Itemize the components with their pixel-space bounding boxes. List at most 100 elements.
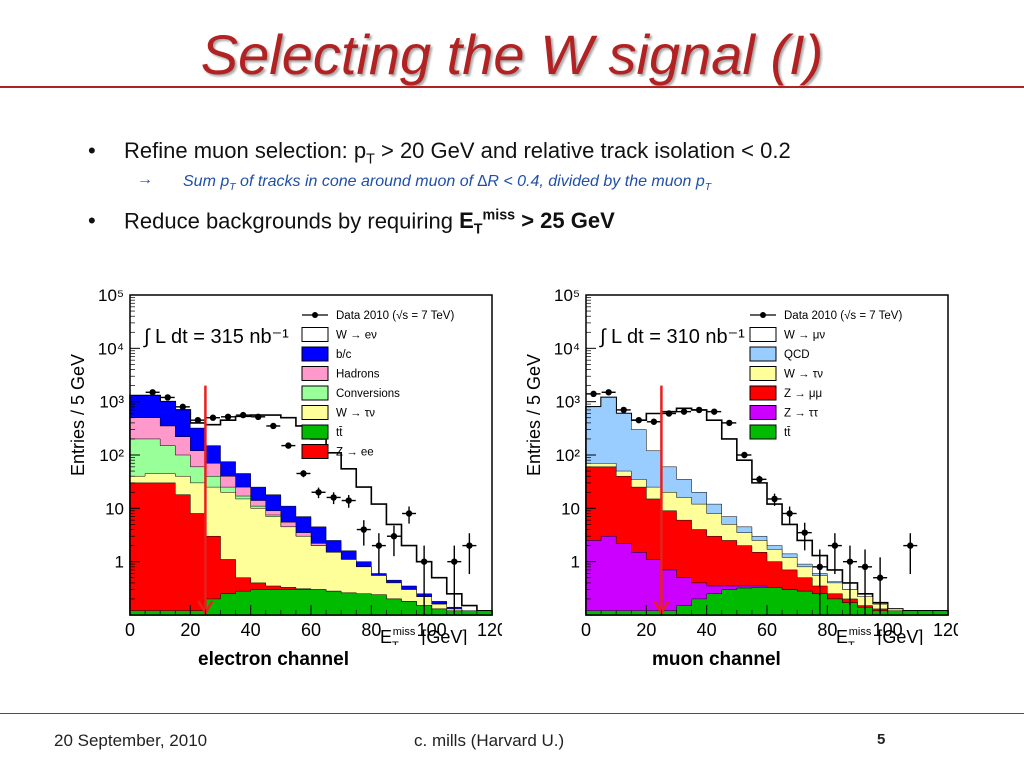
- y-tick-label: 10: [561, 499, 580, 518]
- data-point: [375, 542, 383, 549]
- data-point: [285, 442, 292, 449]
- data-point: [255, 413, 262, 421]
- muon-channel-plot: 1 10 10² 10³ 10⁴ 10⁵ 0 20 40 60 80 100 120 Entries / …: [518, 285, 958, 645]
- data-point: [801, 529, 808, 536]
- data-point: [179, 403, 186, 411]
- y-tick-label: 10²: [555, 446, 580, 465]
- electron-channel-plot: 1 10 10² 10³ 10⁴ 10⁵ 0 20 40 60 80 100 120 Entries / …: [62, 285, 502, 645]
- data-point: [695, 406, 703, 414]
- y-axis-label: Entries / 5 GeV: [68, 354, 88, 476]
- y-tick-label: 1: [571, 553, 580, 572]
- luminosity-label: ∫ L dt = 315 nb⁻¹: [143, 326, 289, 348]
- x-tick-label: 100: [417, 620, 447, 640]
- caption-muon-channel: muon channel: [652, 649, 781, 670]
- stack-layer: [585, 587, 949, 616]
- y-tick-label: 10²: [99, 446, 124, 465]
- legend-swatch: [749, 385, 777, 401]
- legend-swatch: [749, 346, 777, 362]
- x-tick-label: 40: [697, 620, 717, 640]
- data-point: [876, 574, 884, 581]
- legend-label: W → eν: [336, 330, 377, 342]
- page-number: 5: [877, 731, 886, 748]
- x-tick-label: 60: [301, 620, 321, 640]
- data-point: [224, 413, 232, 421]
- title-divider: [0, 86, 1024, 88]
- x-tick-label: 60: [757, 620, 777, 640]
- legend-label: W → μν: [784, 330, 825, 342]
- legend-swatch: [301, 405, 329, 420]
- data-point: [345, 497, 352, 504]
- legend-swatch: [301, 385, 329, 401]
- legend-label: tt̄: [784, 427, 791, 439]
- data-point: [405, 510, 413, 517]
- legend-label: Conversions: [336, 388, 400, 400]
- data-point: [451, 558, 458, 565]
- data-point: [209, 414, 217, 421]
- x-tick-label: 120: [477, 620, 502, 640]
- legend-swatch: [301, 444, 329, 459]
- x-tick-label: 100: [873, 620, 903, 640]
- data-point: [300, 470, 307, 477]
- bullet-reduce-backgrounds: • Reduce backgrounds by requiring ETmiss …: [88, 208, 615, 238]
- x-tick-label: 120: [933, 620, 958, 640]
- legend-label: Z → ee: [336, 447, 374, 459]
- bullet-dot: •: [88, 208, 96, 233]
- footer-divider: [0, 713, 1024, 714]
- legend-data-marker: [312, 312, 318, 318]
- x-tick-label: 0: [581, 620, 591, 640]
- data-point: [831, 542, 839, 549]
- x-tick-label: 0: [125, 620, 135, 640]
- x-tick-label: 80: [817, 620, 837, 640]
- data-point: [270, 422, 277, 430]
- x-tick-label: 40: [241, 620, 261, 640]
- legend-swatch: [301, 424, 329, 440]
- y-tick-label: 1: [115, 553, 124, 572]
- data-point: [330, 494, 337, 501]
- x-tick-label: 80: [361, 620, 381, 640]
- legend-label: Data 2010 (√s = 7 TeV): [336, 309, 454, 322]
- data-point: [907, 542, 914, 549]
- legend-swatch: [301, 346, 329, 362]
- data-point: [315, 489, 322, 496]
- caption-electron-channel: electron channel: [198, 649, 349, 670]
- y-tick-label: 10⁵: [554, 286, 580, 305]
- data-point: [194, 416, 202, 424]
- legend-swatch: [301, 327, 329, 342]
- legend-swatch: [749, 424, 777, 440]
- data-point: [605, 389, 612, 396]
- y-tick-label: 10⁵: [98, 286, 124, 305]
- bullet-dot: •: [88, 138, 96, 163]
- x-tick-label: 20: [636, 620, 656, 640]
- data-point: [650, 418, 658, 425]
- data-point: [861, 563, 869, 571]
- legend-label: tt̄: [336, 427, 343, 439]
- data-point: [390, 533, 398, 540]
- legend-swatch: [749, 405, 777, 420]
- footer-date: 20 September, 2010: [54, 731, 208, 750]
- data-point: [620, 406, 627, 414]
- data-point: [771, 495, 778, 503]
- arrow-icon: →: [137, 171, 153, 188]
- data-point: [816, 563, 823, 571]
- y-axis-label: Entries / 5 GeV: [524, 354, 544, 476]
- data-point: [466, 542, 473, 549]
- data-point: [741, 451, 748, 459]
- legend-label: W → τν: [336, 408, 375, 420]
- data-point: [846, 558, 854, 565]
- subbullet-sum-pt: → Sum pT of tracks in cone around muon of…: [137, 171, 712, 194]
- legend-label: W → τν: [784, 369, 823, 381]
- data-point: [726, 419, 733, 427]
- legend-swatch: [749, 327, 777, 342]
- y-tick-label: 10³: [99, 393, 124, 412]
- data-point: [360, 526, 367, 533]
- data-point: [635, 416, 642, 424]
- x-axis-label: ETmiss[GeV]: [380, 626, 467, 645]
- data-point: [680, 408, 688, 415]
- bullet-muon-selection: • Refine muon selection: pT > 20 GeV and …: [88, 138, 791, 168]
- data-point: [756, 476, 763, 483]
- legend-label: Z → μμ: [784, 388, 822, 400]
- legend-label: Data 2010 (√s = 7 TeV): [784, 309, 902, 322]
- data-point: [665, 410, 673, 417]
- legend-label: Hadrons: [336, 369, 380, 381]
- data-point: [420, 558, 428, 565]
